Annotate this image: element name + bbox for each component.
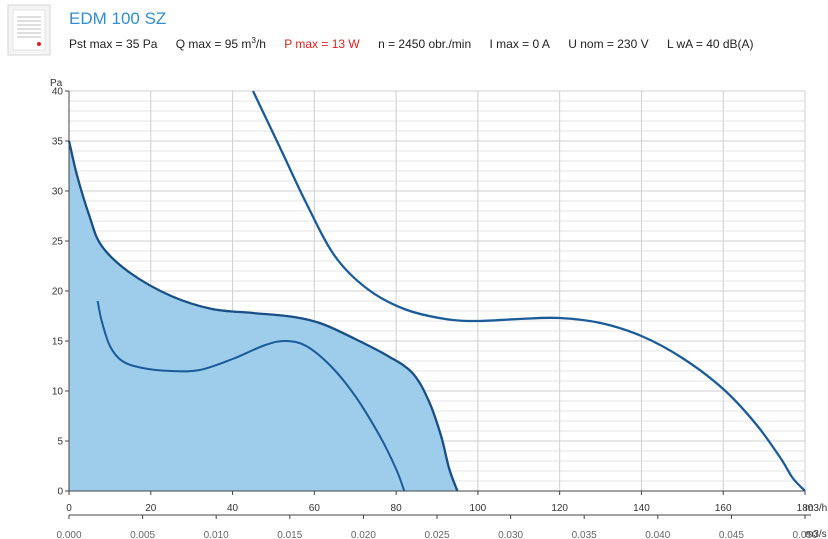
x2-axis-unit: m3/s	[805, 529, 827, 539]
spec-lwa: L wA = 40 dB(A)	[666, 37, 754, 51]
x-tick-label: 0	[66, 503, 72, 514]
curve-fan-curve	[67, 140, 459, 492]
x2-tick-label: 0.025	[424, 530, 449, 539]
x-tick-label: 100	[470, 503, 487, 514]
y-tick-label: 35	[52, 137, 64, 148]
x2-tick-label: 0.045	[719, 530, 744, 539]
spec-i-max: I max = 0 A	[489, 37, 550, 51]
x2-tick-label: 0.005	[130, 530, 155, 539]
x-tick-label: 140	[633, 503, 650, 514]
x2-tick-label: 0.030	[498, 530, 523, 539]
x-tick-label: 120	[551, 503, 568, 514]
spec-line: Pst max = 35 Pa Q max = 95 m3/h P max = …	[69, 36, 769, 51]
spec-pst-max: Pst max = 35 Pa	[69, 37, 158, 51]
y-tick-label: 30	[52, 187, 64, 198]
y-tick-label: 20	[52, 287, 64, 298]
x2-tick-label: 0.035	[572, 530, 597, 539]
x-tick-label: 80	[391, 503, 403, 514]
curve-lower-curve	[96, 300, 406, 492]
y-axis-unit: Pa	[50, 78, 63, 89]
y-tick-label: 15	[52, 337, 64, 348]
x2-tick-label: 0.050	[792, 530, 817, 539]
x2-tick-label: 0.010	[204, 530, 229, 539]
x2-tick-label: 0.040	[645, 530, 670, 539]
product-image	[7, 4, 51, 56]
y-tick-label: 5	[57, 437, 63, 448]
x-tick-label: 40	[227, 503, 239, 514]
y-tick-label: 25	[52, 237, 64, 248]
x-tick-label: 20	[145, 503, 157, 514]
y-tick-label: 0	[57, 487, 63, 498]
spec-q-max-unit: /h	[255, 37, 266, 51]
spec-u-nom: U nom = 230 V	[568, 37, 649, 51]
x-tick-label: 180	[797, 503, 814, 514]
x-axis-unit: m3/h	[805, 503, 827, 514]
spec-q-max-sup: 3	[251, 36, 256, 45]
operating-area-fill	[69, 141, 458, 491]
spec-q-max-value: Q max = 95 m	[175, 37, 252, 51]
x2-tick-label: 0.015	[277, 530, 302, 539]
x-tick-label: 60	[309, 503, 321, 514]
product-title: EDM 100 SZ	[69, 9, 167, 28]
y-tick-label: 10	[52, 387, 64, 398]
curve-upper-curve	[251, 90, 806, 492]
spec-q-max: Q max = 95 m3/h	[175, 36, 266, 51]
spec-p-max: P max = 13 W	[284, 37, 360, 51]
spec-rpm: n = 2450 obr./min	[378, 37, 472, 51]
x2-tick-label: 0.020	[351, 530, 376, 539]
x2-tick-label: 0.000	[56, 530, 81, 539]
x-tick-label: 160	[715, 503, 732, 514]
y-tick-label: 40	[52, 87, 64, 98]
